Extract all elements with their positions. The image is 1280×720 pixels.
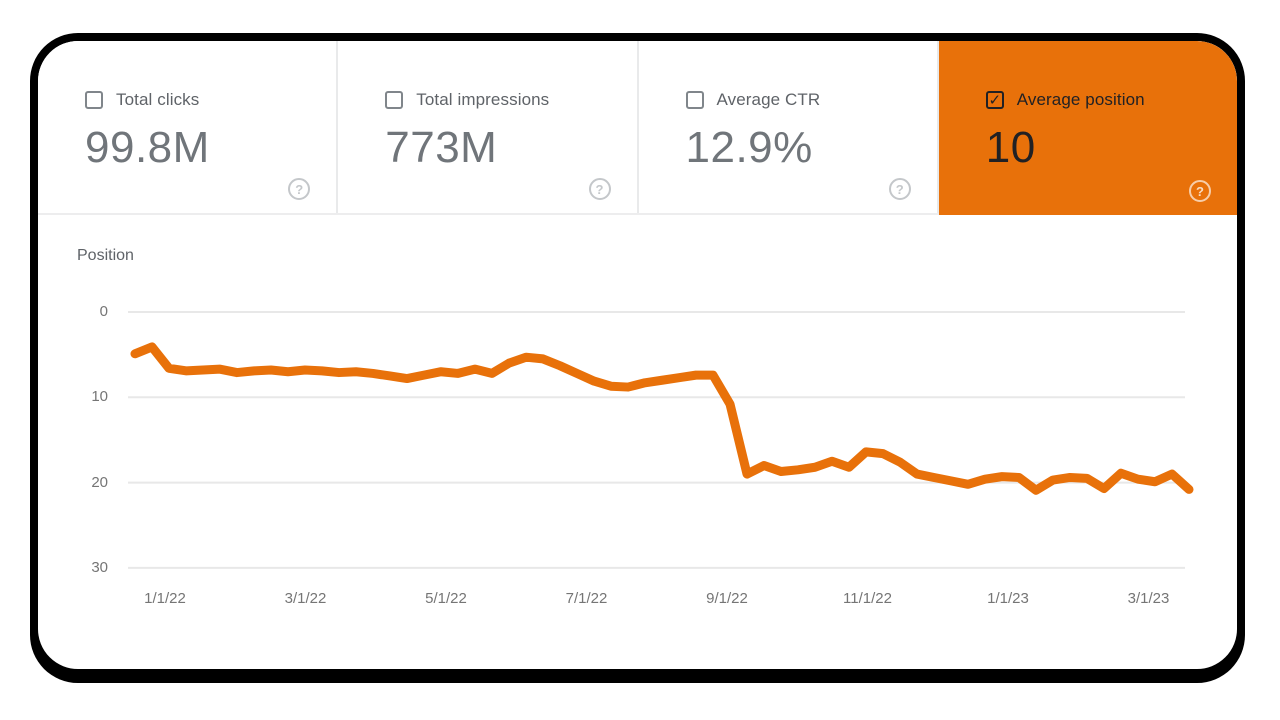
chart-section: Position 0 10 20 30 1/1/22 3/1/22 5/1/22 7/1/22… bbox=[38, 215, 1237, 669]
help-icon[interactable]: ? bbox=[1189, 180, 1211, 202]
position-chart bbox=[128, 311, 1194, 569]
metric-card-average-ctr[interactable]: Average CTR 12.9% ? bbox=[638, 41, 939, 213]
metric-card-total-impressions[interactable]: Total impressions 773M ? bbox=[338, 41, 639, 213]
x-axis-tick-label: 11/1/22 bbox=[843, 590, 892, 607]
x-axis-tick-label: 9/1/22 bbox=[706, 590, 748, 607]
metric-label: Average CTR bbox=[716, 90, 821, 109]
checkbox-unchecked-icon[interactable] bbox=[85, 91, 103, 109]
y-axis-tick-label: 0 bbox=[99, 303, 108, 320]
x-axis-tick-label: 3/1/22 bbox=[284, 590, 327, 607]
metric-header: Average CTR bbox=[685, 90, 937, 110]
checkbox-unchecked-icon[interactable] bbox=[385, 91, 404, 109]
x-axis-tick-label: 1/1/23 bbox=[987, 590, 1029, 607]
metric-value: 99.8M bbox=[85, 123, 210, 172]
x-axis-tick-label: 3/1/23 bbox=[1127, 590, 1170, 607]
average-position-line[interactable] bbox=[130, 342, 1194, 495]
metric-card-total-clicks[interactable]: Total clicks 99.8M ? bbox=[38, 41, 339, 213]
metric-header: Total clicks bbox=[85, 90, 336, 110]
metric-label: Average position bbox=[1016, 90, 1145, 109]
metric-header: Total impressions bbox=[385, 90, 636, 110]
checkbox-checked-icon[interactable]: ✓ bbox=[985, 91, 1004, 109]
metric-header: ✓ Average position bbox=[985, 90, 1237, 110]
metric-card-average-position[interactable]: ✓ Average position 10 ? bbox=[938, 41, 1237, 215]
metric-label: Total impressions bbox=[416, 90, 550, 109]
checkbox-unchecked-icon[interactable] bbox=[685, 91, 704, 109]
x-axis-tick-label: 5/1/22 bbox=[425, 590, 467, 607]
y-axis-tick-label: 20 bbox=[91, 473, 108, 491]
y-axis-tick-label: 30 bbox=[91, 558, 108, 576]
metric-value: 10 bbox=[985, 123, 1036, 172]
metric-value: 12.9% bbox=[685, 123, 813, 172]
metrics-row: Total clicks 99.8M ? Total impressions 7… bbox=[38, 41, 1237, 215]
help-icon[interactable]: ? bbox=[288, 178, 311, 200]
metric-label: Total clicks bbox=[116, 90, 200, 109]
x-axis-tick-label: 7/1/22 bbox=[565, 590, 608, 607]
y-axis-tick-label: 10 bbox=[91, 388, 108, 406]
metric-value: 773M bbox=[385, 123, 498, 172]
performance-panel: Total clicks 99.8M ? Total impressions 7… bbox=[30, 33, 1245, 677]
help-icon[interactable]: ? bbox=[588, 178, 611, 200]
x-axis-tick-label: 1/1/22 bbox=[144, 590, 186, 607]
help-icon[interactable]: ? bbox=[888, 178, 911, 200]
chart-title: Position bbox=[77, 247, 134, 264]
